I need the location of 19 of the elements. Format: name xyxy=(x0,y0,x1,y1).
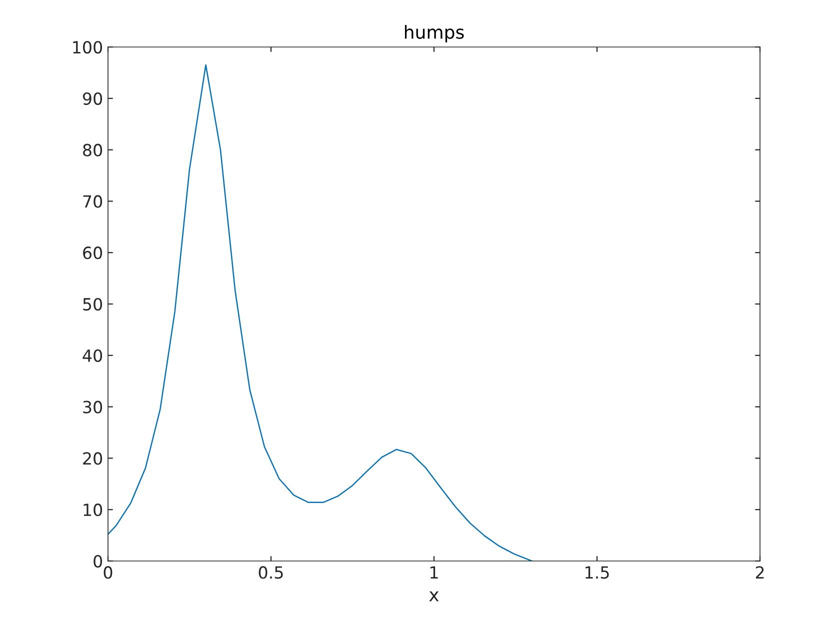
x-tick-label: 0 xyxy=(104,566,112,579)
x-tick-label: 2 xyxy=(756,566,764,579)
y-tick-label: 30 xyxy=(83,400,102,414)
y-tick-label: 10 xyxy=(84,504,102,516)
x-tick-label: 1.5 xyxy=(586,566,609,579)
y-tick-label: 80 xyxy=(83,144,102,156)
x-tick-label: 0.5 xyxy=(258,566,283,579)
y-tick-label: 0 xyxy=(94,554,102,568)
y-tick-label: 50 xyxy=(83,298,102,311)
line-series xyxy=(108,64,532,561)
y-tick-label: 20 xyxy=(83,452,102,465)
y-tick-label: 90 xyxy=(82,92,102,105)
x-tick-label: 1 xyxy=(430,566,438,579)
y-tick-label: 60 xyxy=(83,246,102,260)
chart-title: humps xyxy=(404,24,464,42)
y-tick-label: 70 xyxy=(83,195,102,208)
y-tick-label: 40 xyxy=(82,349,102,362)
x-axis-title: x xyxy=(429,591,439,602)
y-tick-label: 100 xyxy=(73,40,102,54)
